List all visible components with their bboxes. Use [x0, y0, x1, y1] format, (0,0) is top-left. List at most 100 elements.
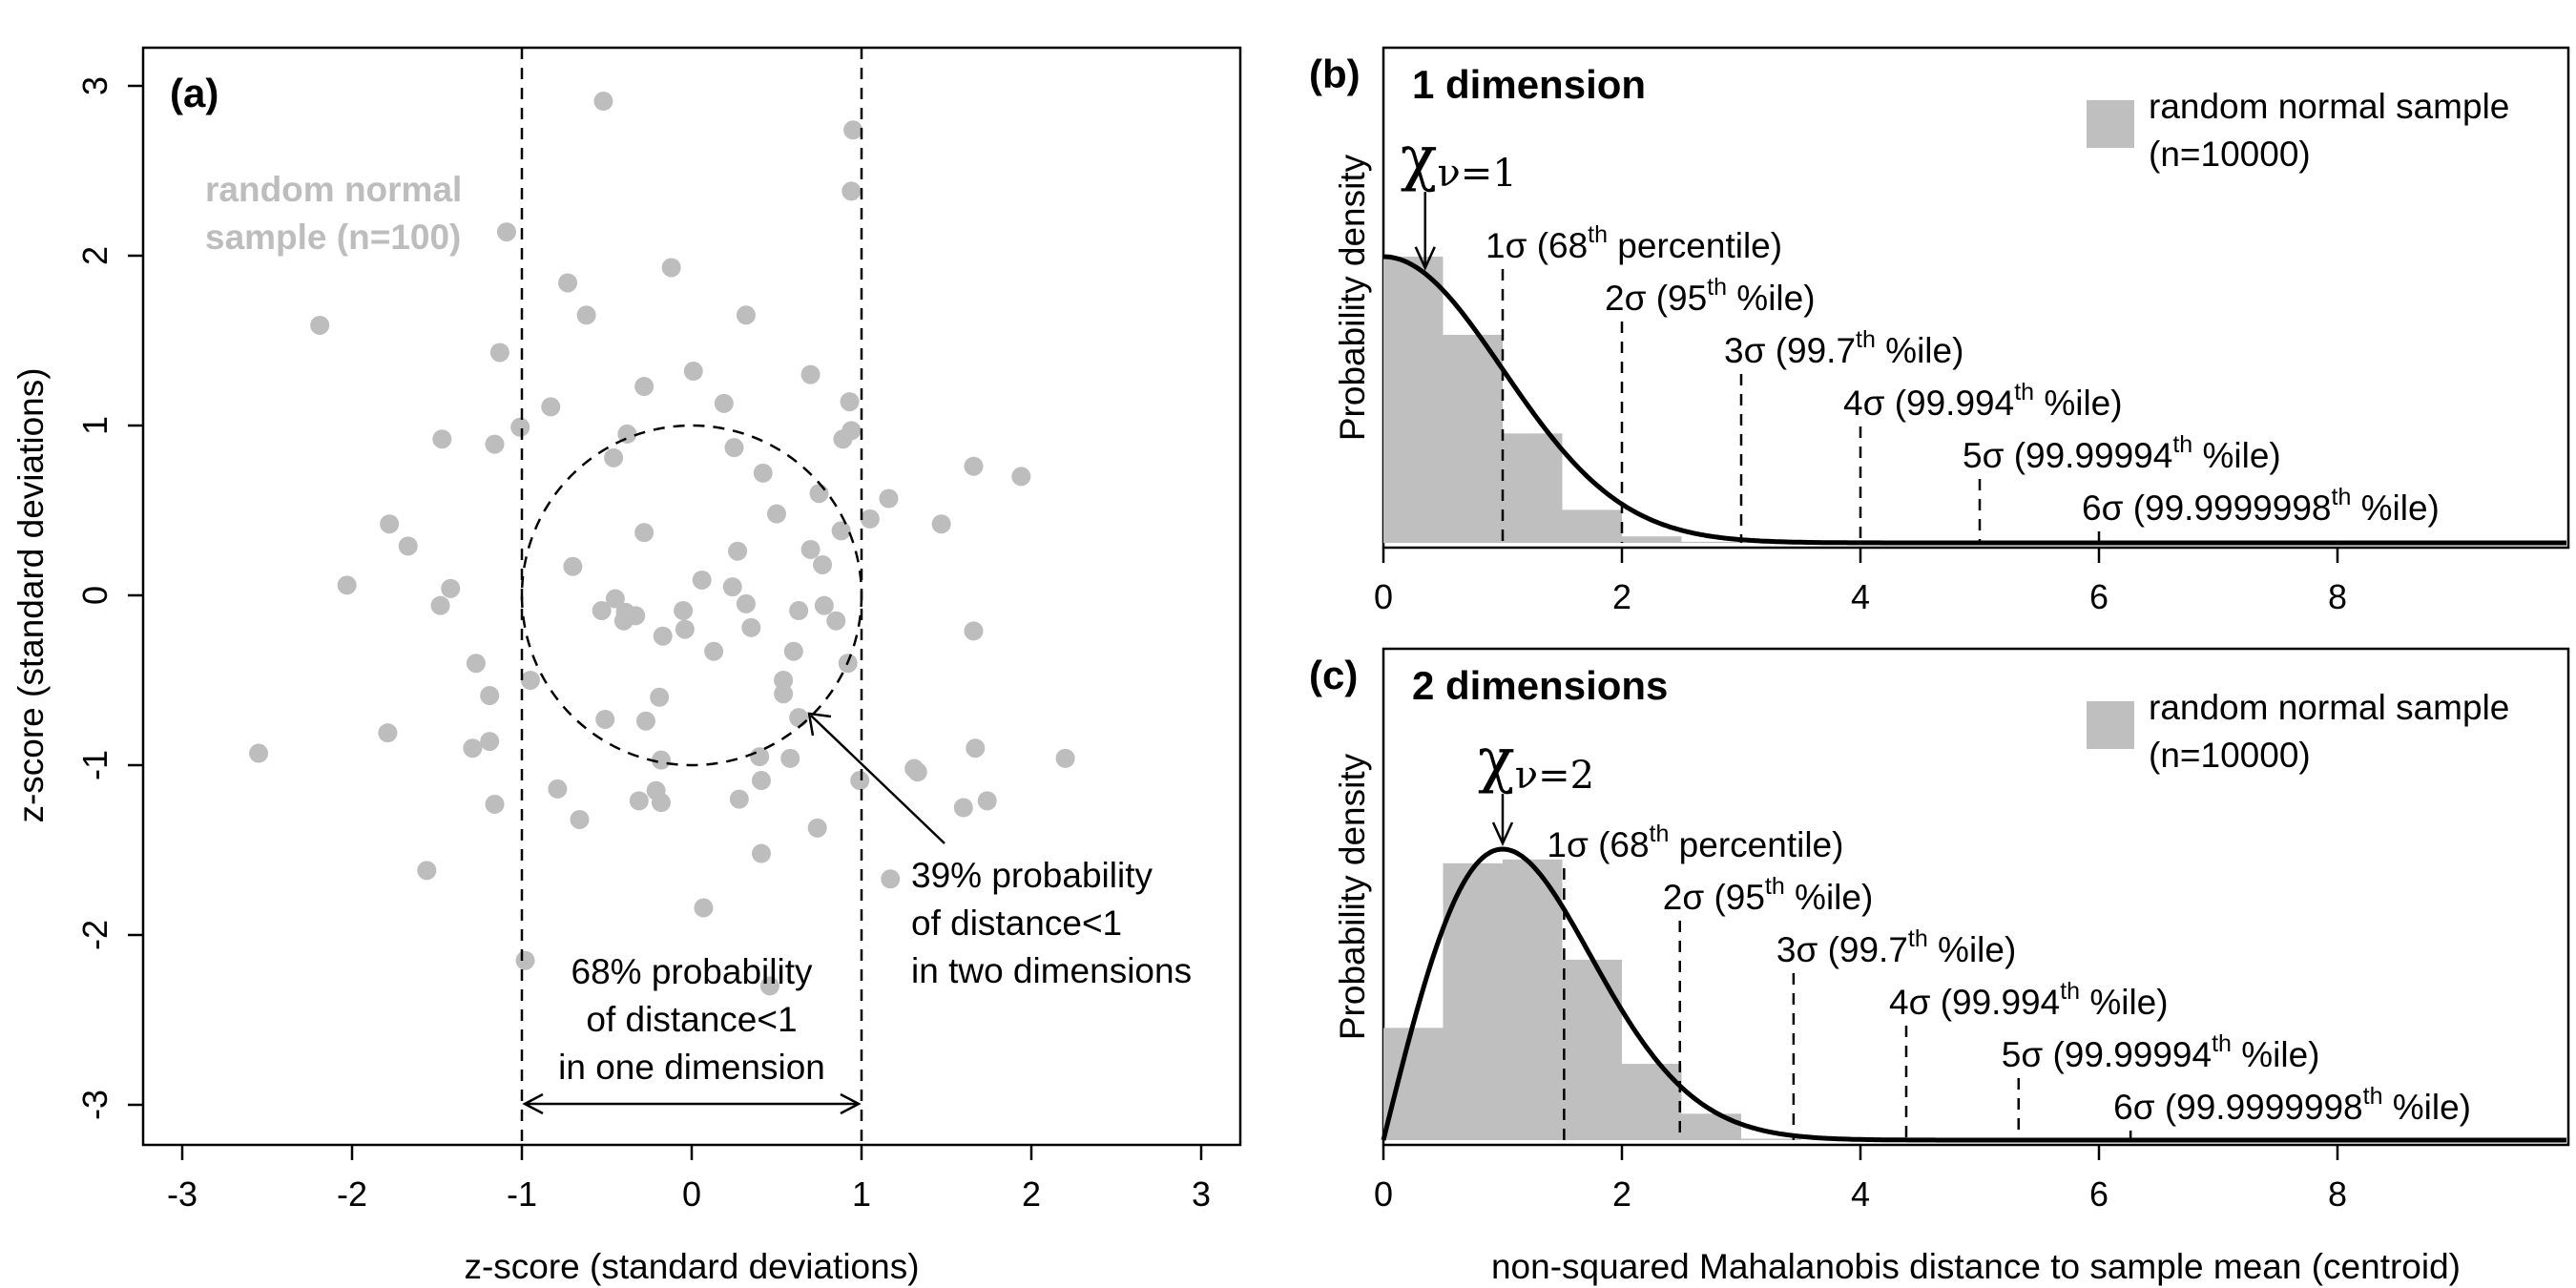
data-point	[714, 393, 734, 413]
sigma-label-main: 5σ (99.99994	[1963, 436, 2172, 475]
histogram-bar	[1443, 334, 1503, 543]
data-point	[463, 738, 483, 758]
data-point	[651, 750, 671, 770]
data-point	[249, 743, 269, 763]
sigma-label: 4σ (99.994th %ile)	[1889, 978, 2169, 1022]
data-point	[570, 809, 590, 829]
sigma-label-sup: th	[1707, 274, 1727, 301]
data-point	[833, 429, 853, 449]
data-point	[780, 748, 800, 768]
data-point	[831, 521, 851, 541]
data-point	[593, 92, 613, 112]
data-point	[789, 708, 809, 728]
sigma-label: 6σ (99.9999998th %ile)	[2082, 484, 2440, 528]
x-tick-label-a: -3	[167, 1174, 197, 1214]
data-point	[496, 222, 516, 242]
data-point	[653, 626, 673, 646]
sigma-label-main: 1σ (68	[1485, 226, 1588, 265]
chi-symbol: χ	[1478, 725, 1515, 796]
sigma-label: 2σ (95th %ile)	[1605, 274, 1816, 318]
data-point	[826, 611, 846, 631]
sigma-label-rest: %ile)	[2232, 1035, 2320, 1074]
sigma-label-rest: percentile)	[1669, 825, 1843, 864]
data-point	[807, 818, 827, 838]
histogram-bar	[1681, 1113, 1741, 1140]
data-point	[674, 601, 694, 621]
histogram-bar	[1681, 541, 1741, 543]
sigma-label-main: 5σ (99.99994	[2002, 1035, 2212, 1074]
chi-subscript: ν=2	[1515, 754, 1594, 798]
data-point	[604, 447, 624, 467]
x-tick-label-c: 2	[1612, 1174, 1631, 1214]
data-point	[541, 397, 561, 417]
data-point	[1055, 748, 1075, 768]
panel-title-b: 1 dimension	[1412, 62, 1646, 107]
data-point	[881, 869, 901, 889]
data-point	[417, 861, 437, 881]
data-point	[977, 791, 997, 811]
data-point	[563, 556, 583, 576]
data-point	[966, 738, 986, 758]
annotation-2d: 39% probability	[911, 856, 1153, 895]
data-point	[814, 595, 834, 615]
y-axis-label-b: Probability density	[1333, 154, 1372, 441]
annotation-1d: of distance<1	[586, 1000, 797, 1039]
sigma-label-sup: th	[2363, 1083, 2383, 1110]
histogram-bar	[1383, 1028, 1444, 1140]
histogram-bar	[1562, 509, 1622, 543]
sigma-label-sup: th	[1765, 873, 1785, 900]
legend-swatch	[2087, 100, 2134, 148]
sigma-label-rest: %ile)	[2034, 384, 2123, 423]
chi-arrow-head	[1491, 821, 1514, 847]
data-point	[751, 771, 771, 791]
sigma-label-sup: th	[1856, 326, 1876, 353]
x-tick-label-c: 4	[1851, 1174, 1870, 1214]
data-point	[398, 536, 418, 556]
x-tick-label-c: 8	[2328, 1174, 2347, 1214]
sigma-label-main: 4σ (99.994	[1889, 983, 2060, 1022]
data-point	[736, 593, 756, 613]
data-point	[613, 611, 634, 631]
data-point	[520, 671, 540, 690]
data-point	[840, 392, 860, 412]
x-tick-label-b: 8	[2328, 577, 2347, 616]
sigma-label: 1σ (68th percentile)	[1547, 821, 1843, 864]
data-point	[813, 554, 833, 574]
data-point	[466, 654, 486, 674]
unit-circle	[520, 424, 863, 767]
sigma-label-sup: th	[2212, 1030, 2232, 1057]
data-point	[515, 950, 535, 970]
sigma-label-rest: %ile)	[1727, 279, 1816, 318]
data-point	[650, 687, 670, 707]
density-curve	[1382, 254, 2566, 546]
sigma-label-sup: th	[2060, 978, 2080, 1005]
sigma-label-sup: th	[2332, 484, 2352, 510]
data-point	[441, 578, 461, 598]
x-tick-label-a: -2	[337, 1174, 367, 1214]
x-tick-label-b: 6	[2089, 577, 2109, 616]
data-point	[704, 641, 724, 661]
sigma-label-rest: %ile)	[1785, 878, 1874, 917]
data-point	[931, 514, 951, 534]
data-point	[576, 305, 596, 325]
data-point	[548, 779, 568, 799]
y-tick-label-a: -3	[75, 1090, 114, 1120]
arrow-head-right	[840, 1092, 862, 1115]
data-point	[907, 762, 927, 782]
sigma-label-main: 1σ (68	[1547, 825, 1649, 864]
pointer-arrow	[810, 715, 945, 844]
chi-label: χν=2	[1478, 725, 1594, 798]
sigma-label-sup: th	[1908, 925, 1928, 952]
sigma-label-main: 2σ (95	[1663, 878, 1765, 917]
plot-frame-c	[1381, 647, 2570, 1147]
x-tick-label-a: 3	[1192, 1174, 1211, 1214]
data-point	[661, 258, 681, 278]
sigma-label-main: 6σ (99.9999998	[2082, 488, 2332, 528]
sigma-label-rest: %ile)	[2382, 1088, 2471, 1127]
data-point	[750, 747, 770, 767]
data-point	[774, 684, 794, 704]
data-point	[860, 509, 880, 529]
data-point	[953, 798, 973, 818]
data-point	[722, 577, 742, 597]
y-tick-label-a: 3	[75, 76, 114, 95]
